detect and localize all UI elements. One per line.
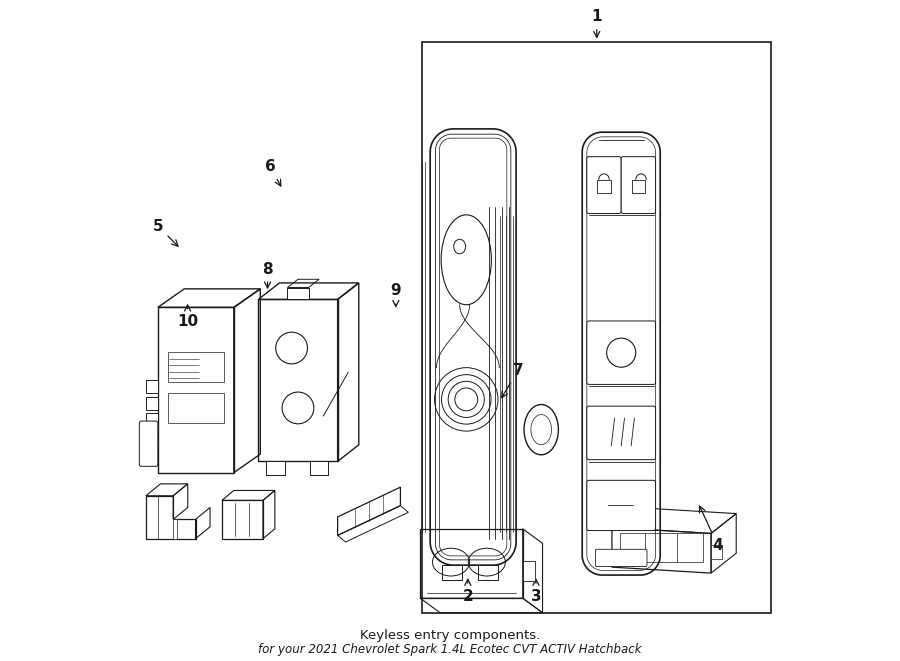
Bar (173, 520, 176, 539)
Bar (478, 565, 498, 580)
FancyBboxPatch shape (587, 321, 655, 385)
FancyBboxPatch shape (587, 157, 621, 214)
Text: 7: 7 (501, 363, 524, 398)
FancyBboxPatch shape (598, 180, 610, 193)
Text: 5: 5 (152, 219, 178, 247)
Bar (146, 446, 158, 459)
Text: 9: 9 (391, 284, 401, 307)
Bar (442, 565, 462, 580)
Text: 3: 3 (531, 579, 541, 603)
FancyBboxPatch shape (587, 481, 655, 531)
Text: 2: 2 (463, 579, 473, 603)
Bar (146, 397, 158, 410)
Bar (167, 352, 224, 382)
Text: 1: 1 (591, 9, 602, 38)
Text: 10: 10 (177, 305, 198, 329)
Text: Keyless entry components.: Keyless entry components. (360, 629, 540, 642)
Bar (711, 545, 722, 559)
FancyBboxPatch shape (632, 180, 645, 193)
Bar (146, 413, 158, 426)
Bar (287, 288, 309, 299)
Bar (146, 430, 158, 443)
Bar (523, 561, 535, 581)
FancyBboxPatch shape (587, 406, 655, 459)
Bar (167, 393, 224, 423)
FancyBboxPatch shape (596, 549, 647, 566)
Bar (266, 461, 284, 475)
Bar (146, 380, 158, 393)
Text: 4: 4 (699, 506, 723, 553)
FancyBboxPatch shape (621, 157, 655, 214)
Bar (310, 461, 328, 475)
Text: for your 2021 Chevrolet Spark 1.4L Ecotec CVT ACTIV Hatchback: for your 2021 Chevrolet Spark 1.4L Ecote… (258, 642, 642, 656)
FancyBboxPatch shape (140, 421, 158, 467)
Text: 8: 8 (262, 262, 273, 288)
Text: 6: 6 (265, 159, 281, 186)
Bar (422, 42, 771, 613)
Bar (620, 533, 703, 562)
